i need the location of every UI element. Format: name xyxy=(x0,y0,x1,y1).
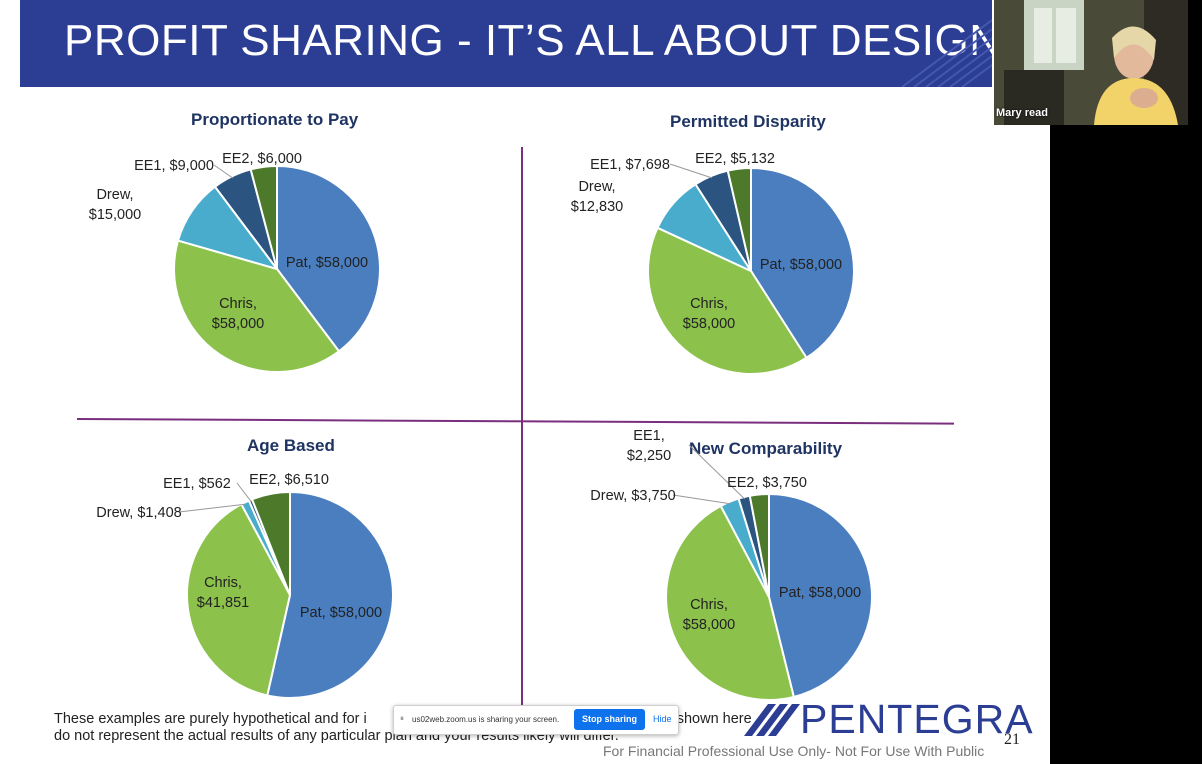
label-leader-line xyxy=(688,444,745,500)
pie-slice xyxy=(266,490,394,699)
slice-label: EE2, $6,000 xyxy=(222,151,302,167)
pie-slice xyxy=(186,502,292,697)
pie-chart-4: Pat, $58,000 Chris, $58,000 Drew, $3,750 EE1… xyxy=(590,428,873,701)
slice-label: Pat, $58,000 xyxy=(760,257,842,273)
slice-label: Chris, $58,000 xyxy=(683,597,735,633)
stop-sharing-button[interactable]: Stop sharing xyxy=(574,709,645,730)
slice-label: Drew, $15,000 xyxy=(89,187,141,223)
disclaimer-line1: These examples are purely hypothetical a… xyxy=(54,711,367,727)
slice-label: EE2, $5,132 xyxy=(695,151,775,167)
slice-label: EE2, $3,750 xyxy=(727,475,807,491)
pie-slice xyxy=(250,490,291,596)
participant-video-frame xyxy=(994,0,1188,125)
title-stripes-decoration xyxy=(901,19,992,87)
zoom-share-bar: ⏸ us02web.zoom.us is sharing your screen… xyxy=(393,705,679,735)
slide: PROFIT SHARING - IT’S ALL ABOUT DESIGN P… xyxy=(0,0,1050,764)
pentegra-logo-mark xyxy=(744,704,800,736)
slice-label: EE1, $2,250 xyxy=(627,428,671,464)
footer-notice: For Financial Professional Use Only- Not… xyxy=(603,743,985,759)
slice-label: Drew, $12,830 xyxy=(571,179,623,215)
label-leader-line xyxy=(178,503,247,513)
page-number: 21 xyxy=(1004,731,1020,748)
quadrant-divider-vertical xyxy=(521,147,523,705)
pie-slice xyxy=(173,239,341,373)
pie-chart-1: Pat, $58,000 Chris, $58,000 Drew, $15,000 EE1… xyxy=(89,151,381,373)
pie-slice xyxy=(726,166,752,272)
title-bar: PROFIT SHARING - IT’S ALL ABOUT DESIGN xyxy=(20,0,1001,87)
slice-label: EE2, $6,510 xyxy=(249,472,329,488)
pie-chart-2: Pat, $58,000 Chris, $58,000 Drew, $12,830 EE1… xyxy=(571,151,855,375)
pie-slice xyxy=(768,492,873,699)
participant-name: Mary read xyxy=(996,107,1048,119)
label-leader-line xyxy=(213,164,234,179)
hide-button[interactable]: Hide xyxy=(653,714,672,724)
chart-title-proportionate: Proportionate to Pay xyxy=(191,110,359,129)
chart-title-permitted-disparity: Permitted Disparity xyxy=(670,112,826,131)
pie-slice xyxy=(276,164,381,353)
pie-slice xyxy=(748,492,770,598)
slice-label: Drew, $3,750 xyxy=(590,488,675,504)
slice-label: EE1, $7,698 xyxy=(590,157,670,173)
slice-label: Pat, $58,000 xyxy=(286,255,368,271)
slice-label: EE1, $562 xyxy=(163,476,231,492)
pie-slice xyxy=(249,164,278,270)
participant-video-tile[interactable]: Mary read xyxy=(994,0,1188,125)
slice-label: Chris, $58,000 xyxy=(683,296,735,332)
pentegra-logo-text: PENTEGRA xyxy=(800,696,1034,742)
label-leader-line xyxy=(672,494,731,505)
slice-label: Chris, $41,851 xyxy=(197,575,249,611)
slice-label: Pat, $58,000 xyxy=(779,585,861,601)
pie-chart-3: Pat, $58,000 Chris, $41,851 Drew, $1,408 EE1… xyxy=(96,472,394,699)
pie-slice xyxy=(647,226,808,375)
label-leader-line xyxy=(669,163,712,179)
slice-label: EE1, $9,000 xyxy=(134,158,214,174)
drag-grip-icon[interactable]: ⏸ xyxy=(400,714,404,723)
pie-slice xyxy=(665,504,796,701)
label-leader-line xyxy=(236,482,252,503)
slice-label: Pat, $58,000 xyxy=(300,605,382,621)
chart-title-age-based: Age Based xyxy=(247,436,335,455)
slice-label: Drew, $1,408 xyxy=(96,505,181,521)
pie-charts: Pat, $58,000 Chris, $58,000 Drew, $15,000 EE1… xyxy=(89,151,873,701)
disclaimer-line1-tail: shown here xyxy=(676,711,752,727)
share-message: us02web.zoom.us is sharing your screen. xyxy=(412,715,560,724)
chart-title-new-comparability: New Comparability xyxy=(689,439,843,458)
slide-title: PROFIT SHARING - IT’S ALL ABOUT DESIGN xyxy=(64,16,1002,65)
slice-label: Chris, $58,000 xyxy=(212,296,264,332)
